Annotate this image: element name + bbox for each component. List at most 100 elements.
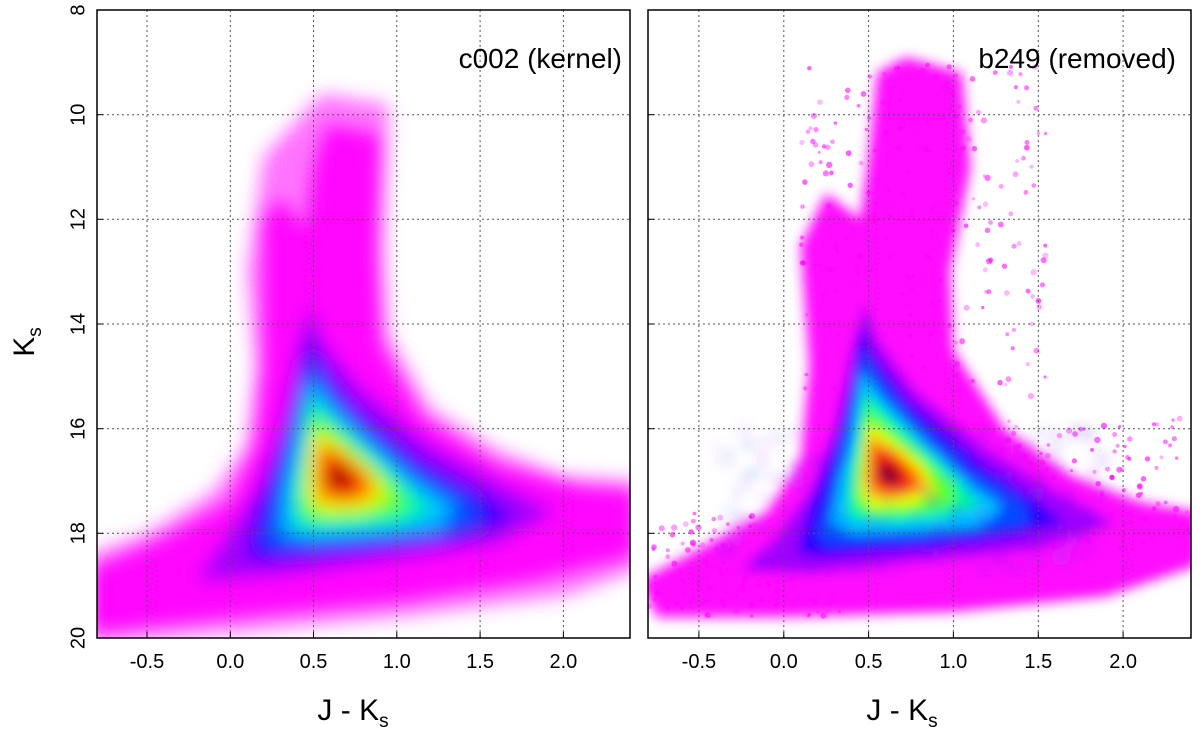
outlier-point [988, 220, 993, 225]
right-texture-speck [934, 531, 941, 538]
outlier-point [1119, 467, 1125, 472]
right-texture-speck [946, 519, 951, 523]
right-texture-speck [836, 513, 843, 520]
outlier-point [1140, 476, 1147, 482]
right-texture-speck [1085, 432, 1090, 437]
outlier-point [799, 139, 805, 146]
outlier-point [858, 160, 864, 166]
outlier-point [971, 197, 976, 201]
right-texture-speck [875, 440, 880, 445]
right-texture-speck [1056, 550, 1065, 559]
outlier-point [993, 70, 998, 75]
right-texture-speck [808, 461, 815, 468]
right-texture-speck [1001, 440, 1009, 447]
outlier-point [685, 547, 691, 553]
outlier-point [817, 99, 823, 105]
right-texture-speck [1055, 434, 1061, 439]
y-tick-label: 16 [67, 418, 89, 440]
right-texture-speck [713, 445, 719, 451]
right-texture-speck [1079, 483, 1086, 491]
left-x-axis-label-main: J - K [317, 694, 379, 727]
right-texture-speck [768, 473, 774, 479]
y-tick-label: 18 [67, 522, 89, 544]
outlier-point [856, 103, 861, 108]
outlier-point [1043, 375, 1047, 379]
right-texture-speck [1058, 484, 1063, 490]
right-texture-speck [1012, 507, 1020, 515]
right-texture-speck [720, 509, 723, 513]
outlier-point [984, 174, 991, 181]
right-texture-speck [984, 558, 989, 563]
right-texture-speck [1092, 448, 1098, 454]
outlier-point [822, 170, 830, 177]
x-tick-label: -0.5 [682, 651, 716, 673]
outlier-point [980, 117, 988, 124]
x-tick-label: 1.5 [466, 651, 494, 673]
right-texture-speck [803, 548, 809, 554]
right-texture-speck [748, 487, 753, 491]
right-texture-speck [1029, 569, 1033, 574]
outlier-point [844, 94, 850, 101]
outlier-point [810, 112, 818, 119]
right-texture-speck [805, 565, 813, 574]
left-density-map [97, 93, 630, 638]
right-texture-speck [957, 523, 961, 527]
outlier-point [1016, 99, 1021, 104]
right-texture-speck [739, 478, 745, 484]
outlier-point [1025, 288, 1031, 294]
right-texture-speck [1080, 528, 1084, 532]
outlier-point [1095, 481, 1101, 487]
outlier-point [1137, 483, 1143, 489]
right-texture-speck [746, 470, 753, 477]
outlier-point [845, 150, 852, 157]
right-x-axis-label-main: J - K [866, 694, 928, 727]
right-texture-speck [775, 475, 782, 483]
right-texture-speck [813, 516, 818, 521]
outlier-point [998, 184, 1004, 189]
outlier-point [963, 223, 969, 229]
outlier-point [971, 146, 978, 152]
right-texture-speck [1079, 552, 1087, 560]
outlier-point [1012, 171, 1019, 178]
right-texture-speck [1038, 528, 1046, 536]
right-texture-speck [1085, 505, 1092, 512]
right-texture-speck [962, 562, 967, 566]
right-texture-speck [853, 437, 858, 443]
right-texture-speck [970, 545, 979, 553]
right-texture-speck [730, 460, 735, 465]
outlier-point [1007, 419, 1011, 423]
left-panel: -0.5 0.0 0.5 1.0 1.5 2.0 8 10 12 14 16 18 20 c002 (k… [8, 4, 631, 730]
right-texture-speck [1021, 519, 1028, 526]
right-texture-speck [786, 567, 793, 574]
right-texture-speck [792, 431, 797, 436]
outlier-point [982, 201, 989, 208]
right-texture-speck [888, 478, 895, 486]
outlier-point [1159, 455, 1164, 460]
right-texture-speck [845, 455, 853, 462]
outlier-point [1144, 456, 1151, 462]
y-tick-label: 8 [67, 4, 89, 15]
x-tick-label: 1.0 [939, 651, 967, 673]
right-texture-speck [760, 498, 764, 502]
right-texture-speck [824, 484, 832, 492]
right-texture-speck [749, 519, 755, 525]
right-texture-speck [1011, 467, 1015, 471]
right-texture-speck [938, 544, 945, 551]
outlier-point [1109, 474, 1115, 480]
outlier-point [692, 511, 697, 516]
outlier-point [1015, 159, 1020, 163]
outlier-point [1163, 500, 1168, 505]
outlier-point [976, 109, 981, 115]
right-texture-speck [972, 561, 978, 567]
right-texture-speck [1029, 460, 1037, 468]
y-tick-label: 12 [67, 208, 89, 230]
right-texture-speck [726, 547, 734, 555]
outlier-point [1018, 72, 1023, 77]
right-texture-speck [752, 470, 760, 478]
outlier-point [1094, 436, 1101, 444]
right-texture-speck [996, 500, 1003, 507]
right-texture-speck [739, 514, 747, 522]
right-texture-speck [1047, 506, 1050, 509]
right-texture-speck [996, 558, 1004, 566]
